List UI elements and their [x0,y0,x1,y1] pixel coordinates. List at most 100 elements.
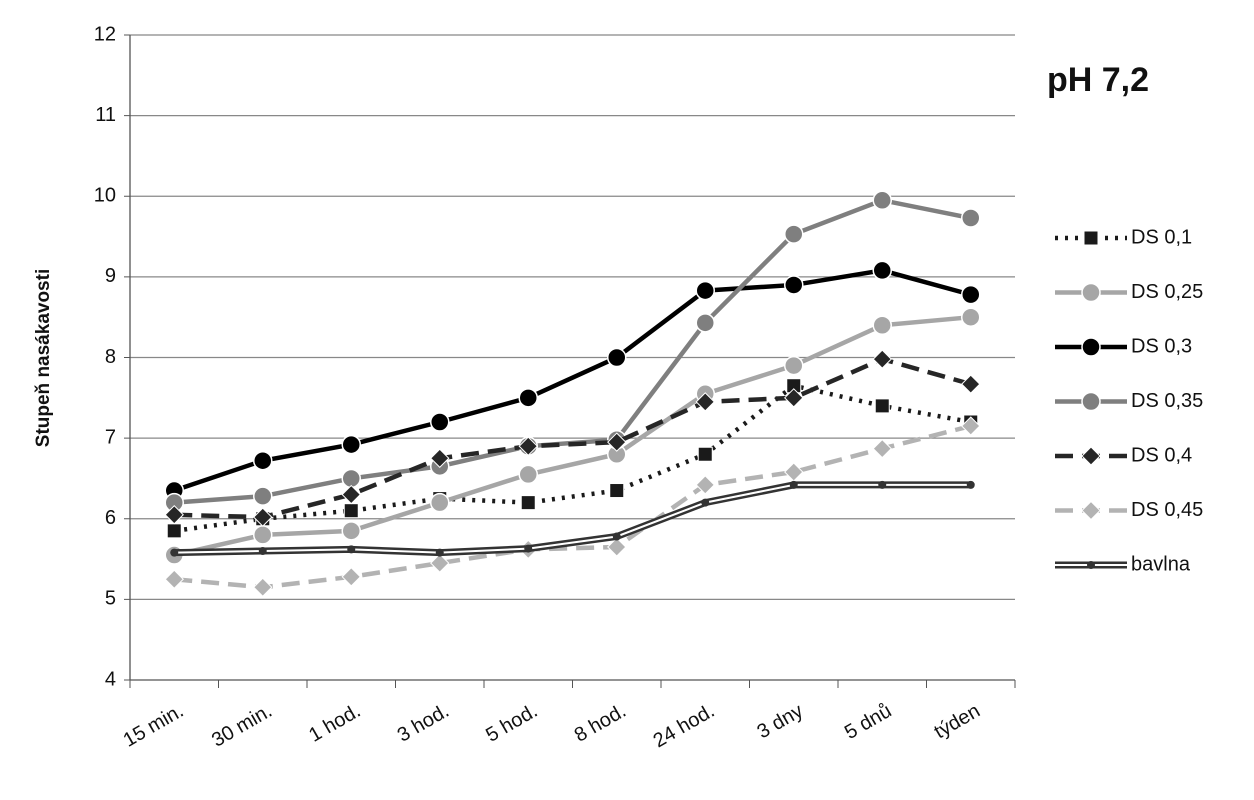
legend-label: DS 0,45 [1131,499,1203,521]
marker [341,434,361,455]
line-inner [174,483,971,554]
marker [784,355,804,376]
marker [872,438,892,459]
legend-label: bavlna [1131,553,1191,575]
marker [343,503,359,519]
legend-item: DS 0,4 [1055,444,1192,466]
x-tick-label: týden [931,700,984,744]
legend-item: DS 0,1 [1055,226,1192,248]
legend-item: DS 0,25 [1055,281,1203,303]
marker [695,475,715,495]
line [173,268,972,493]
marker [253,450,273,471]
marker [253,507,273,527]
series [166,378,979,539]
marker [1081,282,1101,303]
marker [164,569,184,589]
marker [789,480,798,489]
marker [518,436,538,456]
marker [872,260,892,281]
x-tick-label: 3 hod. [394,700,453,747]
marker [430,448,450,468]
series [164,260,981,501]
marker [607,347,627,368]
marker [520,495,536,511]
marker [874,398,890,414]
marker [1087,561,1095,569]
marker [872,315,892,335]
legend-label: DS 0,35 [1131,390,1203,412]
chart-title: pH 7,2 [1047,61,1149,99]
marker [430,553,450,573]
legend-label: DS 0,25 [1131,281,1203,303]
marker [258,547,267,555]
marker [341,484,361,505]
marker [695,392,715,412]
marker [784,388,804,408]
x-tick-label: 5 hod. [482,700,541,747]
marker [607,432,627,452]
marker [872,190,892,211]
marker [518,388,538,408]
marker [961,416,981,436]
marker [878,480,887,489]
line [173,383,972,534]
legend-label: DS 0,3 [1131,335,1192,357]
marker [430,412,450,432]
legend-label: DS 0,4 [1131,444,1192,466]
legend-item: bavlna [1055,553,1191,575]
line [173,314,971,558]
marker [164,505,184,525]
marker [607,537,627,557]
marker [1081,500,1101,521]
marker [1083,230,1099,246]
marker [612,532,621,541]
marker [1081,391,1101,412]
y-tick-label: 4 [105,668,116,690]
x-tick-label: 15 min. [120,700,188,752]
y-tick-label: 5 [105,588,116,610]
series [164,416,981,597]
marker [784,275,804,295]
marker [435,548,444,557]
marker [341,521,361,541]
y-tick-label: 6 [105,507,116,529]
marker [341,468,361,489]
marker [784,224,804,244]
marker [253,525,273,545]
line [174,423,972,590]
marker [1081,446,1101,466]
legend-item: DS 0,3 [1055,335,1192,357]
marker [695,313,715,333]
x-tick-label: 24 hod. [650,700,719,752]
marker [347,545,356,554]
marker [961,284,981,305]
legend-item: DS 0,45 [1055,499,1203,521]
series [164,307,981,565]
marker [961,307,981,327]
y-tick-label: 9 [105,265,116,287]
marker [170,548,179,557]
marker [341,567,361,587]
marker [701,498,710,507]
marker [961,208,981,228]
y-tick-label: 10 [94,185,116,207]
x-tick-label: 30 min. [208,700,276,752]
marker [166,523,182,539]
marker [697,446,713,462]
x-tick-label: 1 hod. [305,700,364,747]
series [164,349,981,527]
marker [695,280,715,301]
y-tick-label: 8 [105,346,116,368]
marker [872,349,892,369]
series [170,480,975,557]
x-tick-label: 5 dnů [841,700,895,744]
y-tick-label: 11 [95,104,116,126]
legend-item: DS 0,35 [1055,390,1203,412]
x-tick-label: 3 dny [754,700,807,744]
y-tick-label: 7 [105,426,116,448]
marker [784,462,804,482]
marker [253,486,273,506]
